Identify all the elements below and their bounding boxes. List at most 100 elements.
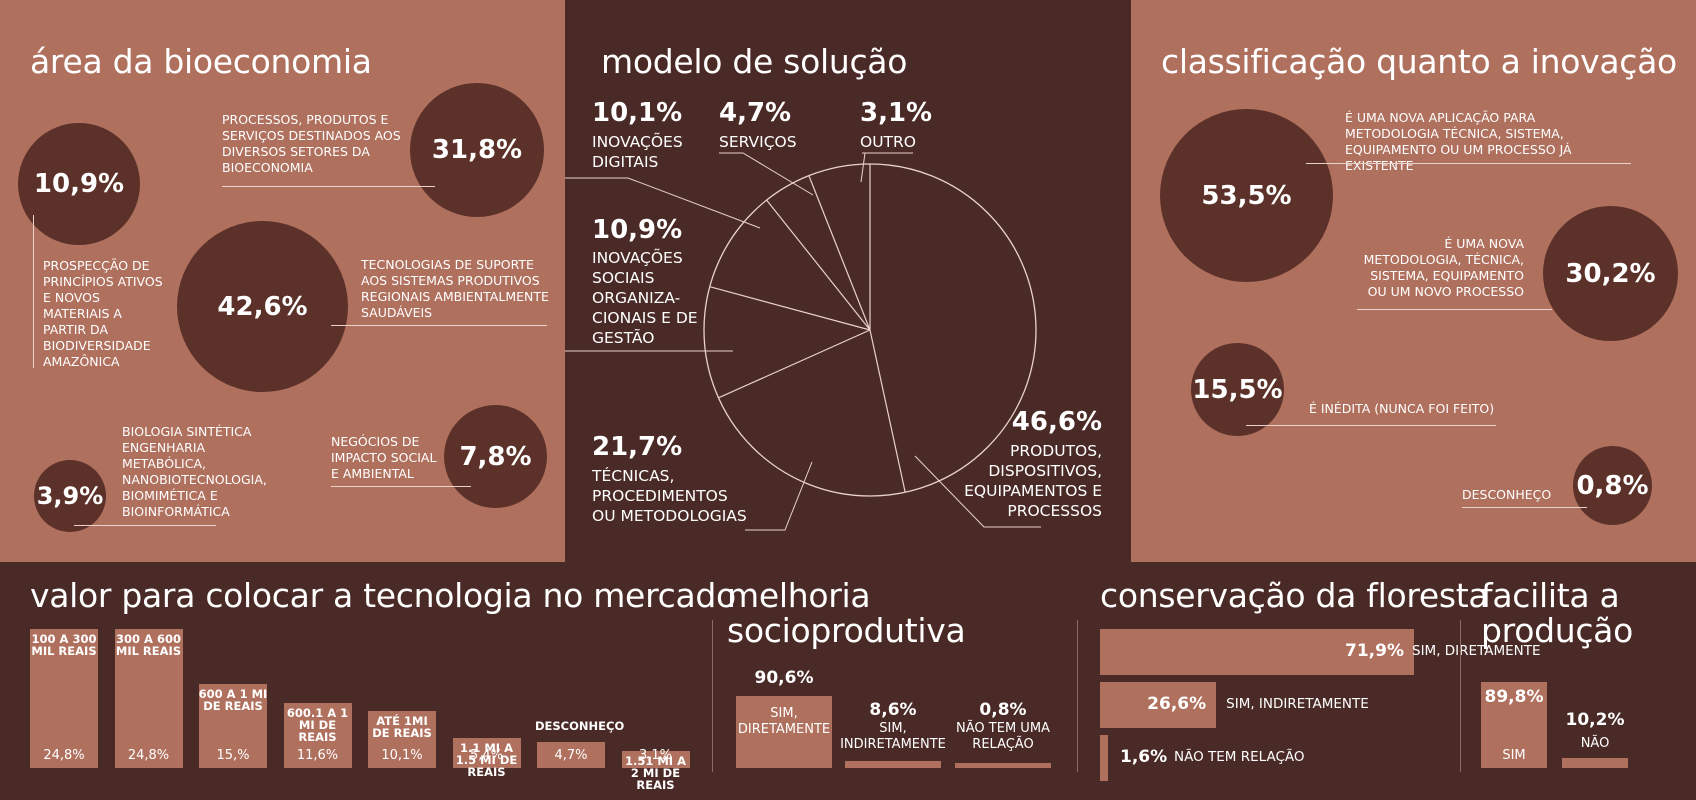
conservacao-value-sim-indiretamente: 26,6% <box>1147 694 1207 714</box>
valor-bar <box>283 702 352 768</box>
class-leader-nova-aplicacao <box>1306 163 1631 164</box>
class-label-nova-metodologia: É UMA NOVA METODOLOGIA, TÉCNICA, SISTEMA… <box>1363 236 1524 299</box>
conservacao-label-sim-indiretamente: SIM, INDIRETAMENTE <box>1226 696 1369 712</box>
valor-bar-category: 600 A 1 MI DE REAIS <box>198 686 268 713</box>
conservacao-value-nao-tem-relacao: 1,6% <box>1120 747 1168 767</box>
melhoria-label-nao-tem-relacao: NÃO TEM UMA RELAÇÃO <box>956 721 1050 752</box>
area-leader-prospeccao <box>33 215 34 368</box>
modelo-solucao-panel: modelo de solução 10,1% INOVAÇÕES DIGITA… <box>565 0 1131 562</box>
melhoria-title-line2: socioprodutiva <box>727 611 966 650</box>
melhoria-bar-sim-indiretamente <box>845 761 941 768</box>
class-leader-inedita <box>1246 425 1496 426</box>
valor-bar-value: 11,6% <box>296 748 339 763</box>
melhoria-bar-sim-diretamente <box>736 696 832 768</box>
pie-value-outro: 3,1% <box>860 98 933 128</box>
area-bioeconomia-panel: área da bioeconomia 31,8% PROCESSOS, PRO… <box>0 0 565 562</box>
valor-bar-value: 24,8% <box>43 748 85 763</box>
separator-2 <box>1077 620 1078 772</box>
area-leader-tecnologias <box>331 325 547 326</box>
pie-label-sociais: INOVAÇÕES SOCIAIS ORGANIZA-CIONAIS E DE … <box>592 249 698 347</box>
melhoria-label-sim-diretamente: SIM, DIRETAMENTE <box>737 706 831 737</box>
pie-slice-edge-tecnicas <box>869 329 906 493</box>
valor-bar-category: 600.1 A 1 MI DE REAIS <box>286 705 349 744</box>
separator-3 <box>1460 620 1461 772</box>
valor-bar <box>199 683 267 768</box>
valor-bar-category: DESCONHEÇO <box>535 718 625 733</box>
pie-value-digitais: 10,1% <box>592 98 683 128</box>
class-leader-nova-metodologia <box>1357 309 1552 310</box>
bubble-31-8: 31,8% <box>410 83 544 217</box>
valor-bar-value: 15,% <box>216 748 250 763</box>
bubble-53-5: 53,5% <box>1160 109 1333 282</box>
valor-bar <box>452 737 521 768</box>
bubble-7-8: 7,8% <box>444 405 547 508</box>
area-label-negocios: NEGÓCIOS DE IMPACTO SOCIAL E AMBIENTAL <box>331 434 437 481</box>
modelo-title: modelo de solução <box>601 42 908 81</box>
valor-bar <box>537 741 605 768</box>
conservacao-bar-sim-diretamente <box>1100 629 1414 675</box>
classificacao-title: classificação quanto a inovação <box>1161 42 1677 81</box>
melhoria-bar-nao-tem-relacao <box>955 763 1051 768</box>
conservacao-bar-nao-tem-relacao <box>1100 735 1108 781</box>
bubble-15-5: 15,5% <box>1191 343 1284 436</box>
valor-bar <box>30 629 98 768</box>
pie-label-tecnicas: TÉCNICAS, PROCEDIMENTOS OU METODOLOGIAS <box>592 467 747 525</box>
bubble-30-2: 30,2% <box>1543 206 1678 341</box>
melhoria-value-sim-diretamente: 90,6% <box>754 668 814 688</box>
facilita-bar-nao <box>1562 758 1628 768</box>
pie-slice-edge-outro <box>808 175 871 331</box>
area-label-prospeccao: PROSPECÇÃO DE PRINCÍPIOS ATIVOS E NOVOS … <box>43 258 163 369</box>
pie-chart <box>565 152 1041 531</box>
classificacao-panel: classificação quanto a inovação 53,5% É … <box>1131 0 1696 562</box>
pie-slice-edge-sociais <box>718 329 871 399</box>
class-label-inedita: É INÉDITA (NUNCA FOI FEITO) <box>1309 401 1495 416</box>
melhoria-value-sim-indiretamente: 8,6% <box>869 700 917 720</box>
melhoria-label-sim-indiretamente: SIM, INDIRETAMENTE <box>840 721 946 752</box>
valor-bar-category: 1.51 MI A 2 MI DE REAIS <box>624 753 686 792</box>
valor-title: valor para colocar a tecnologia no merca… <box>30 576 736 615</box>
melhoria-value-nao-tem-relacao: 0,8% <box>979 700 1027 720</box>
area-leader-biologia <box>74 525 216 526</box>
bubble-3-9: 3,9% <box>34 460 106 532</box>
conservacao-title: conservação da floresta <box>1100 576 1489 615</box>
facilita-value-sim: 89,8% <box>1484 687 1544 707</box>
class-label-desconheco: DESCONHEÇO <box>1462 487 1552 502</box>
area-title: área da bioeconomia <box>30 42 372 81</box>
pie-label-outro: OUTRO <box>860 133 916 151</box>
pie-value-servicos: 4,7% <box>719 98 792 128</box>
pie-label-digitais: INOVAÇÕES DIGITAIS <box>592 133 683 171</box>
conservacao-label-sim-diretamente: SIM, DIRETAMENTE <box>1412 643 1541 659</box>
leader-produtos <box>914 455 1041 528</box>
valor-bar-value: 3,1% <box>638 748 673 763</box>
melhoria-title-line1: melhoria <box>727 576 871 615</box>
pie-value-sociais: 10,9% <box>592 215 683 245</box>
valor-bar-category: 100 A 300 MIL REAIS <box>31 632 97 658</box>
valor-bar-category: 1.1 MI A 1.5 MI DE REAIS <box>455 740 518 779</box>
valor-bar-value: 24,8% <box>127 748 170 763</box>
facilita-label-nao: NÃO <box>1580 736 1610 751</box>
valor-bar-value: 5,4% <box>469 748 504 763</box>
area-label-processos: PROCESSOS, PRODUTOS E SERVIÇOS DESTINADO… <box>222 112 401 175</box>
facilita-title-line2: produção <box>1481 611 1633 650</box>
facilita-label-sim: SIM <box>1502 748 1526 763</box>
pie-value-produtos: 46,6% <box>1011 407 1102 437</box>
area-label-biologia: BIOLOGIA SINTÉTICA ENGENHARIA METABÓLICA… <box>122 424 267 519</box>
valor-bar <box>114 629 183 768</box>
area-leader-processos <box>222 186 435 187</box>
valor-bar-category: 300 A 600 MIL REAIS <box>115 632 182 658</box>
valor-bar-value: 10,1% <box>381 748 423 763</box>
facilita-title-line1: facilita a <box>1481 576 1620 615</box>
conservacao-value-sim-diretamente: 71,9% <box>1345 641 1404 661</box>
area-label-tecnologias: TECNOLOGIAS DE SUPORTE AOS SISTEMAS PROD… <box>361 257 549 320</box>
leader-digitais <box>565 177 761 229</box>
conservacao-bar-sim-indiretamente <box>1100 682 1217 728</box>
bubble-10-9: 10,9% <box>18 123 140 245</box>
bubble-0-8: 0,8% <box>1573 446 1652 525</box>
class-leader-desconheco <box>1462 507 1587 508</box>
leader-servicos <box>719 152 814 196</box>
bottom-strip: valor para colocar a tecnologia no merca… <box>0 562 1696 800</box>
pie-slice-edge-digitais <box>709 286 871 331</box>
area-leader-negocios <box>331 486 471 487</box>
facilita-value-nao: 10,2% <box>1565 710 1625 730</box>
valor-bar-category: ATÉ 1MI DE REAIS <box>372 714 432 741</box>
